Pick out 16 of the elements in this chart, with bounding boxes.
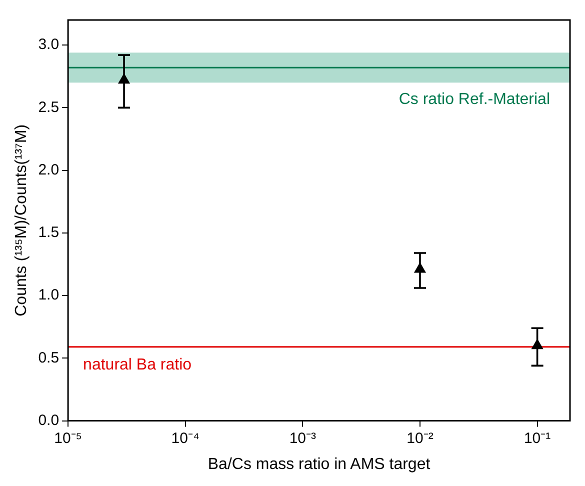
y-tick-label: 0.5 <box>38 349 60 366</box>
y-tick-label: 2.5 <box>38 98 60 116</box>
y-tick-label: 0.0 <box>38 412 60 429</box>
y-tick-label: 1.0 <box>38 286 60 304</box>
x-tick-label: 10⁻² <box>406 430 434 447</box>
ref-line-label: natural Ba ratio <box>83 356 192 374</box>
x-axis-title: Ba/Cs mass ratio in AMS target <box>208 456 431 473</box>
ref-line-label: Cs ratio Ref.-Material <box>398 91 550 108</box>
x-tick-label: 10⁻¹ <box>524 430 551 447</box>
x-tick-label: 10⁻⁴ <box>171 430 200 447</box>
y-axis-title: Counts (¹³⁵M)/Counts(¹³⁷M) <box>13 124 30 316</box>
x-tick-label: 10⁻⁵ <box>54 430 82 447</box>
x-tick-label: 10⁻³ <box>289 430 316 447</box>
y-tick-label: 1.5 <box>38 224 60 242</box>
y-tick-label: 3.0 <box>38 36 60 54</box>
y-tick-label: 2.0 <box>38 161 60 178</box>
